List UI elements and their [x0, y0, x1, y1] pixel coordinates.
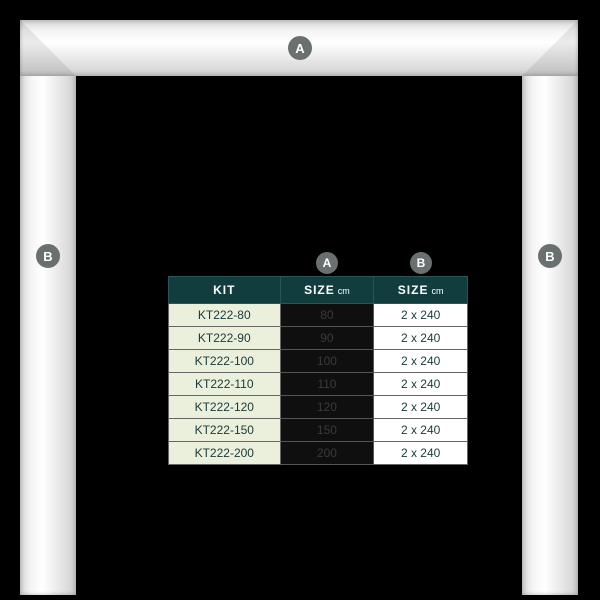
cell-kit: KT222-90 — [169, 327, 281, 350]
label-badge-b-right: B — [538, 244, 562, 268]
cell-size-b: 2 x 240 — [374, 304, 468, 327]
frame-right-molding — [522, 20, 578, 595]
cell-kit: KT222-120 — [169, 396, 281, 419]
cell-size-b: 2 x 240 — [374, 350, 468, 373]
table-row: KT222-1501502 x 240 — [169, 419, 468, 442]
cell-size-b: 2 x 240 — [374, 419, 468, 442]
cell-size-a: 150 — [280, 419, 374, 442]
cell-kit: KT222-100 — [169, 350, 281, 373]
table-row: KT222-2002002 x 240 — [169, 442, 468, 465]
size-table: KIT SIZEcm SIZEcm KT222-80802 x 240KT222… — [168, 276, 468, 465]
table-row: KT222-1201202 x 240 — [169, 396, 468, 419]
cell-size-b: 2 x 240 — [374, 327, 468, 350]
column-badge-b: B — [410, 252, 432, 274]
column-badge-a: A — [316, 252, 338, 274]
cell-kit: KT222-110 — [169, 373, 281, 396]
column-badges-row: A B — [168, 244, 468, 274]
header-size-b: SIZEcm — [374, 277, 468, 304]
cell-size-a: 100 — [280, 350, 374, 373]
cell-kit: KT222-80 — [169, 304, 281, 327]
cell-size-a: 80 — [280, 304, 374, 327]
table-row: KT222-1001002 x 240 — [169, 350, 468, 373]
table-row: KT222-90902 x 240 — [169, 327, 468, 350]
cell-size-a: 90 — [280, 327, 374, 350]
cell-size-a: 110 — [280, 373, 374, 396]
table-row: KT222-80802 x 240 — [169, 304, 468, 327]
label-badge-b-left: B — [36, 244, 60, 268]
cell-size-a: 120 — [280, 396, 374, 419]
cell-size-b: 2 x 240 — [374, 442, 468, 465]
table-header-row: KIT SIZEcm SIZEcm — [169, 277, 468, 304]
header-kit: KIT — [169, 277, 281, 304]
cell-kit: KT222-200 — [169, 442, 281, 465]
frame-left-molding — [20, 20, 76, 595]
cell-size-a: 200 — [280, 442, 374, 465]
table-row: KT222-1101102 x 240 — [169, 373, 468, 396]
size-table-container: A B KIT SIZEcm SIZEcm KT222-80802 x 240K… — [168, 244, 468, 465]
cell-size-b: 2 x 240 — [374, 373, 468, 396]
header-size-a: SIZEcm — [280, 277, 374, 304]
cell-kit: KT222-150 — [169, 419, 281, 442]
label-badge-a-top: A — [288, 36, 312, 60]
cell-size-b: 2 x 240 — [374, 396, 468, 419]
